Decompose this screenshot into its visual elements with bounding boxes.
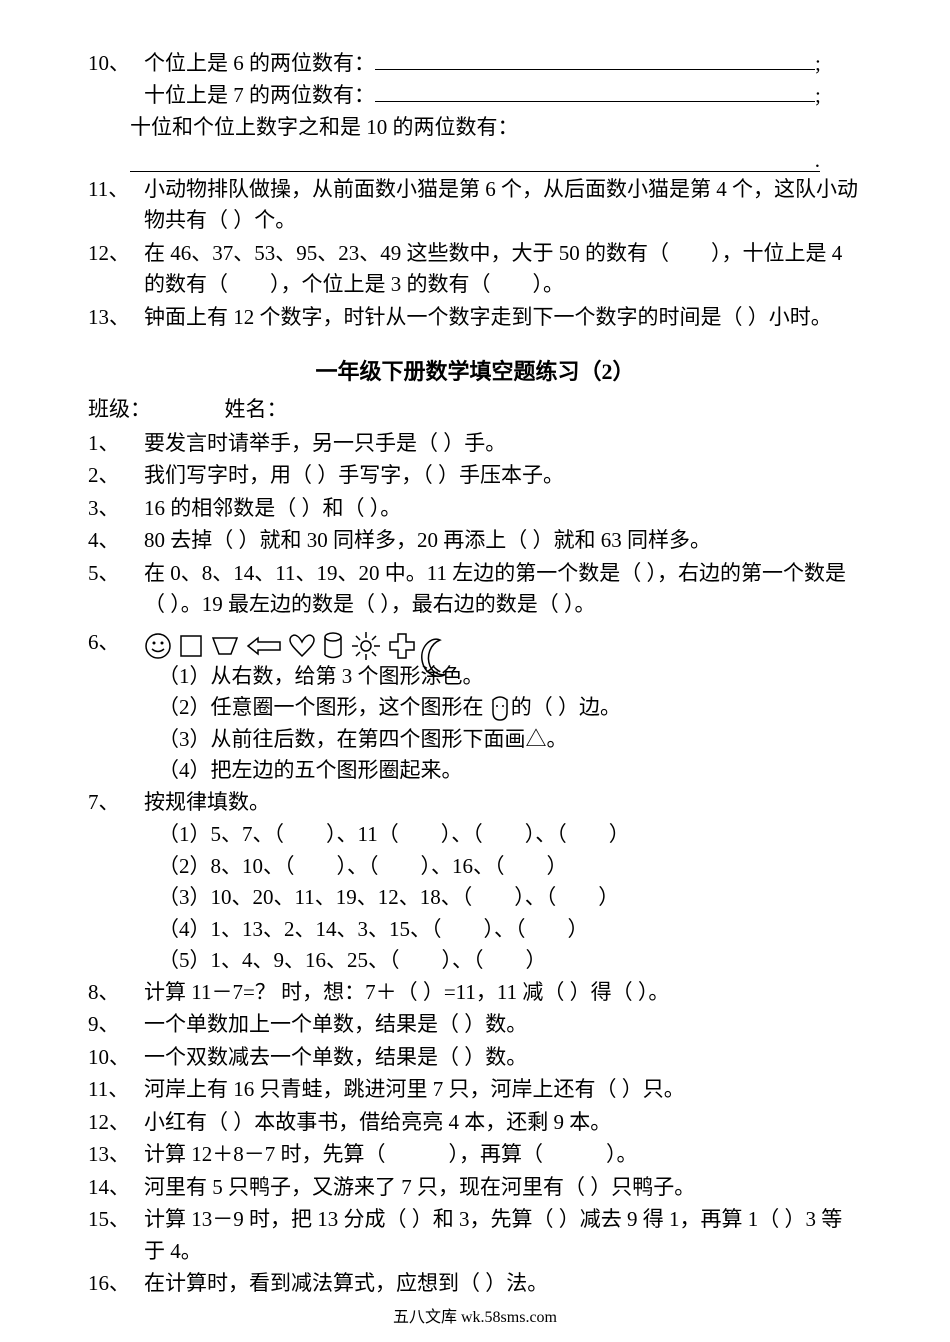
semicolon: ;	[815, 83, 821, 107]
s-question-4: 4、 80 去掉（ ）就和 30 同样多，20 再添上（ ）就和 63 同样多。	[88, 525, 862, 557]
stext-9: 一个单数加上一个单数，结果是（ ）数。	[144, 1009, 862, 1041]
snum-16: 16、	[88, 1268, 144, 1300]
heart-icon	[288, 632, 316, 660]
blank-line	[375, 49, 815, 70]
s7-p3: （3）10、20、11、19、12、18、（ ）、（ ）	[158, 882, 862, 914]
snum-4: 4、	[88, 525, 144, 557]
s6-sub3: （3）从前往后数，在第四个图形下面画△。	[158, 724, 862, 756]
s-question-10: 10、 一个双数减去一个单数，结果是（ ）数。	[88, 1042, 862, 1074]
stext-13: 计算 12＋8－7 时，先算（ ），再算（ ）。	[144, 1139, 862, 1171]
q10-line1: 个位上是 6 的两位数有：	[144, 51, 375, 75]
s6-sub2b: 的（ ）边。	[511, 695, 621, 719]
stext-3: 16 的相邻数是（ ）和（ ）。	[144, 493, 862, 525]
stext-16: 在计算时，看到减法算式，应想到（ ）法。	[144, 1268, 862, 1300]
s-question-13: 13、 计算 12＋8－7 时，先算（ ），再算（ ）。	[88, 1139, 862, 1171]
question-12: 12、 在 46、37、53、95、23、49 这些数中，大于 50 的数有（ …	[88, 238, 862, 301]
snum-11: 11、	[88, 1074, 144, 1106]
rectangle-icon	[178, 632, 204, 660]
qtext-10: 个位上是 6 的两位数有：; 十位上是 7 的两位数有：;	[144, 48, 862, 111]
s-question-15: 15、 计算 13－9 时，把 13 分成（ ）和 3，先算（ ）减去 9 得 …	[88, 1204, 862, 1267]
s6-sub2a: （2）任意圈一个图形，这个图形在	[158, 695, 484, 719]
snum-1: 1、	[88, 428, 144, 460]
s-question-11: 11、 河岸上有 16 只青蛙，跳进河里 7 只，河岸上还有（ ）只。	[88, 1074, 862, 1106]
set2-title: 一年级下册数学填空题练习（2）	[88, 355, 862, 388]
s-question-12: 12、 小红有（ ）本故事书，借给亮亮 4 本，还剩 9 本。	[88, 1107, 862, 1139]
snum-6: 6、	[88, 627, 144, 659]
cross-icon	[388, 632, 416, 660]
s-question-6: 6、	[88, 622, 862, 660]
qnum-13: 13、	[88, 302, 144, 334]
stext-5: 在 0、8、14、11、19、20 中。11 左边的第一个数是（ ），右边的第一…	[144, 558, 862, 621]
face-outline-icon	[489, 696, 511, 722]
question-11: 11、 小动物排队做操，从前面数小猫是第 6 个，从后面数小猫是第 4 个，这队…	[88, 174, 862, 237]
stext-14: 河里有 5 只鸭子，又游来了 7 只，现在河里有（ ）只鸭子。	[144, 1172, 862, 1204]
q10-line3-wrap: 十位和个位上数字之和是 10 的两位数有：	[130, 112, 862, 144]
sun-icon	[350, 630, 382, 662]
snum-12: 12、	[88, 1107, 144, 1139]
stext-4: 80 去掉（ ）就和 30 同样多，20 再添上（ ）就和 63 同样多。	[144, 525, 862, 557]
s-question-16: 16、 在计算时，看到减法算式，应想到（ ）法。	[88, 1268, 862, 1300]
s-question-14: 14、 河里有 5 只鸭子，又游来了 7 只，现在河里有（ ）只鸭子。	[88, 1172, 862, 1204]
qtext-13: 钟面上有 12 个数字，时针从一个数字走到下一个数字的时间是（ ）小时。	[144, 302, 862, 334]
period: .	[815, 145, 820, 177]
qnum-10: 10、	[88, 48, 144, 80]
snum-14: 14、	[88, 1172, 144, 1204]
stext-11: 河岸上有 16 只青蛙，跳进河里 7 只，河岸上还有（ ）只。	[144, 1074, 862, 1106]
s6-sub1: （1）从右数，给第 3 个图形涂色。	[158, 661, 862, 693]
moon-icon	[420, 636, 450, 680]
q10-full-blank: .	[130, 152, 820, 172]
stext-10: 一个双数减去一个单数，结果是（ ）数。	[144, 1042, 862, 1074]
s7-p5: （5）1、4、9、16、25、（ ）、（ ）	[158, 945, 862, 977]
q10-line2: 十位上是 7 的两位数有：	[144, 83, 375, 107]
snum-3: 3、	[88, 493, 144, 525]
cylinder-icon	[322, 631, 344, 661]
trapezoid-icon	[210, 632, 240, 660]
stext-7: 按规律填数。	[144, 787, 862, 819]
s7-p1: （1）5、7、（ ）、11（ ）、（ ）、（ ）	[158, 819, 862, 851]
s6-sub4: （4）把左边的五个图形圈起来。	[158, 755, 862, 787]
qtext-11: 小动物排队做操，从前面数小猫是第 6 个，从后面数小猫是第 4 个，这队小动物共…	[144, 174, 862, 237]
s-question-3: 3、 16 的相邻数是（ ）和（ ）。	[88, 493, 862, 525]
stext-1: 要发言时请举手，另一只手是（ ）手。	[144, 428, 862, 460]
snum-9: 9、	[88, 1009, 144, 1041]
stext-8: 计算 11－7=？ 时，想：7＋（ ）=11，11 减（ ）得（ ）。	[144, 977, 862, 1009]
s7-p4: （4）1、13、2、14、3、15、（ ）、（ ）	[158, 914, 862, 946]
s-question-8: 8、 计算 11－7=？ 时，想：7＋（ ）=11，11 减（ ）得（ ）。	[88, 977, 862, 1009]
qnum-11: 11、	[88, 174, 144, 206]
stext-2: 我们写字时，用（ ）手写字，（ ）手压本子。	[144, 460, 862, 492]
stext-15: 计算 13－9 时，把 13 分成（ ）和 3，先算（ ）减去 9 得 1，再算…	[144, 1204, 862, 1267]
stext-12: 小红有（ ）本故事书，借给亮亮 4 本，还剩 9 本。	[144, 1107, 862, 1139]
set2-classline: 班级： 姓名：	[88, 394, 862, 426]
qtext-12: 在 46、37、53、95、23、49 这些数中，大于 50 的数有（ ），十位…	[144, 238, 862, 301]
snum-2: 2、	[88, 460, 144, 492]
footer-text: 五八文库 wk.58sms.com	[88, 1306, 862, 1330]
blank-line	[375, 81, 815, 102]
snum-5: 5、	[88, 558, 144, 590]
snum-7: 7、	[88, 787, 144, 819]
semicolon: ;	[815, 51, 821, 75]
smiley-icon	[144, 632, 172, 660]
s7-p2: （2）8、10、（ ）、（ ）、16、（ ）	[158, 851, 862, 883]
snum-15: 15、	[88, 1204, 144, 1236]
question-13: 13、 钟面上有 12 个数字，时针从一个数字走到下一个数字的时间是（ ）小时。	[88, 302, 862, 334]
s6-sub2: （2）任意圈一个图形，这个图形在 的（ ）边。	[158, 692, 862, 724]
s-question-7: 7、 按规律填数。	[88, 787, 862, 819]
left-arrow-icon	[246, 632, 282, 660]
s-question-5: 5、 在 0、8、14、11、19、20 中。11 左边的第一个数是（ ），右边…	[88, 558, 862, 621]
snum-10: 10、	[88, 1042, 144, 1074]
s-question-9: 9、 一个单数加上一个单数，结果是（ ）数。	[88, 1009, 862, 1041]
s-question-2: 2、 我们写字时，用（ ）手写字，（ ）手压本子。	[88, 460, 862, 492]
snum-8: 8、	[88, 977, 144, 1009]
s-question-1: 1、 要发言时请举手，另一只手是（ ）手。	[88, 428, 862, 460]
qnum-12: 12、	[88, 238, 144, 270]
q10-line3: 十位和个位上数字之和是 10 的两位数有：	[130, 115, 519, 139]
snum-13: 13、	[88, 1139, 144, 1171]
question-10: 10、 个位上是 6 的两位数有：; 十位上是 7 的两位数有：;	[88, 48, 862, 111]
